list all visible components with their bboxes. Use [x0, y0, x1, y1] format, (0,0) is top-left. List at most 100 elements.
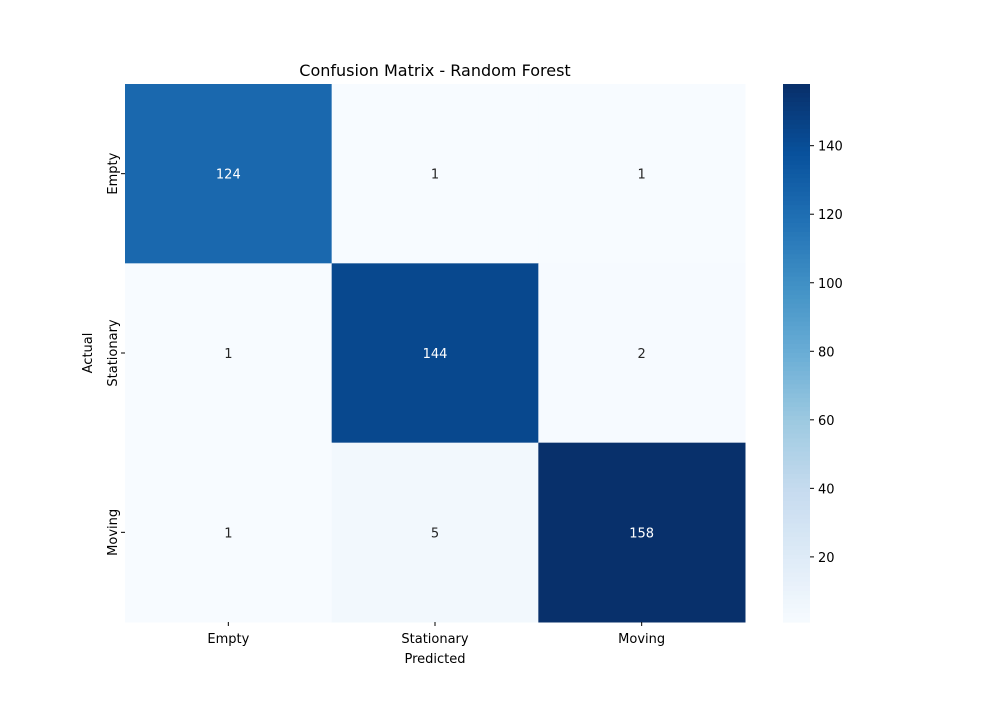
colorbar-segment: [783, 563, 810, 569]
colorbar-segment: [783, 330, 810, 336]
colorbar-segment: [783, 523, 810, 529]
colorbar-segment: [783, 424, 810, 430]
colorbar-segment: [783, 263, 810, 269]
colorbar-segment: [783, 545, 810, 551]
colorbar-segment: [783, 312, 810, 318]
colorbar-segment: [783, 397, 810, 403]
colorbar-segment: [783, 613, 810, 619]
colorbar-segment: [783, 366, 810, 372]
colorbar-segment: [783, 164, 810, 170]
cell-value-label: 144: [423, 347, 448, 362]
colorbar-segment: [783, 115, 810, 121]
cell-value-label: 1: [224, 526, 232, 541]
colorbar-segment: [783, 110, 810, 116]
colorbar-segment: [783, 276, 810, 282]
colorbar-segment: [783, 420, 810, 426]
heatmap-cell: [538, 442, 746, 623]
colorbar-segment: [783, 406, 810, 412]
colorbar-tick-label: 120: [818, 208, 843, 223]
heatmap-cell: [125, 442, 333, 623]
colorbar-segment: [783, 173, 810, 179]
colorbar-segment: [783, 214, 810, 220]
colorbar-segment: [783, 357, 810, 363]
colorbar-segment: [783, 169, 810, 175]
colorbar-segment: [783, 500, 810, 507]
colorbar-segment: [783, 303, 810, 309]
colorbar-segment: [783, 308, 810, 314]
colorbar-tick-label: 140: [818, 140, 843, 155]
heatmap-cell: [331, 442, 539, 623]
y-tick-label: Empty: [106, 152, 121, 194]
colorbar-segment: [783, 231, 810, 238]
colorbar-segment: [783, 240, 810, 246]
x-tick-label: Moving: [618, 632, 665, 647]
colorbar-segment: [783, 518, 810, 524]
colorbar-segment: [783, 393, 810, 399]
colorbar-segment: [783, 361, 810, 368]
y-tick-label: Moving: [106, 509, 121, 556]
colorbar-segment: [783, 272, 810, 278]
colorbar-segment: [783, 97, 810, 103]
colorbar: 20 40 60 80 100 120 140: [783, 84, 843, 623]
colorbar-segment: [783, 348, 810, 354]
colorbar-tick-label: 80: [818, 345, 835, 360]
colorbar-segment: [783, 205, 810, 211]
colorbar-segment: [783, 353, 810, 359]
colorbar-segment: [783, 88, 810, 94]
y-axis-label: Actual: [81, 333, 96, 374]
y-axis-ticks: Empty Stationary Moving: [106, 152, 125, 556]
colorbar-segment: [783, 321, 810, 327]
colorbar-segment: [783, 550, 810, 556]
colorbar-segment: [783, 160, 810, 166]
colorbar-segment: [783, 317, 810, 323]
colorbar-segment: [783, 554, 810, 560]
cell-value-label: 2: [638, 347, 646, 362]
x-tick-label: Empty: [207, 632, 249, 647]
colorbar-tick-label: 40: [818, 482, 835, 497]
colorbar-tick-label: 60: [818, 414, 835, 429]
colorbar-segment: [783, 339, 810, 345]
colorbar-segment: [783, 505, 810, 511]
colorbar-segment: [783, 84, 810, 90]
x-tick-label: Stationary: [401, 632, 469, 647]
colorbar-segment: [783, 604, 810, 610]
colorbar-segment: [783, 299, 810, 305]
colorbar-segment: [783, 249, 810, 255]
x-axis-label: Predicted: [404, 652, 465, 667]
colorbar-segment: [783, 541, 810, 547]
colorbar-segment: [783, 227, 810, 233]
colorbar-segment: [783, 599, 810, 605]
colorbar-segment: [783, 617, 810, 623]
colorbar-segment: [783, 335, 810, 341]
cell-value-label: 1: [224, 347, 232, 362]
colorbar-segment: [783, 285, 810, 291]
colorbar-segment: [783, 491, 810, 498]
colorbar-segment: [783, 487, 810, 493]
colorbar-segment: [783, 222, 810, 229]
colorbar-segment: [783, 532, 810, 538]
colorbar-segment: [783, 218, 810, 224]
colorbar-segment: [783, 438, 810, 444]
colorbar-segment: [783, 370, 810, 377]
colorbar-tick-label: 100: [818, 277, 843, 292]
colorbar-segment: [783, 514, 810, 520]
colorbar-segment: [783, 433, 810, 439]
colorbar-segment: [783, 460, 810, 466]
colorbar-segment: [783, 101, 810, 108]
colorbar-segment: [783, 209, 810, 215]
heatmap-cell: [538, 263, 746, 444]
colorbar-segment: [783, 245, 810, 251]
colorbar-segment: [783, 478, 810, 484]
colorbar-tick-label: 20: [818, 551, 835, 566]
colorbar-segment: [783, 281, 810, 287]
colorbar-segment: [783, 128, 810, 134]
colorbar-segment: [783, 106, 810, 112]
colorbar-segment: [783, 469, 810, 475]
colorbar-segment: [783, 146, 810, 152]
heatmap-cell: [125, 84, 333, 264]
colorbar-segment: [783, 151, 810, 157]
x-axis-ticks: Empty Stationary Moving: [207, 622, 665, 647]
colorbar-segment: [783, 142, 810, 148]
